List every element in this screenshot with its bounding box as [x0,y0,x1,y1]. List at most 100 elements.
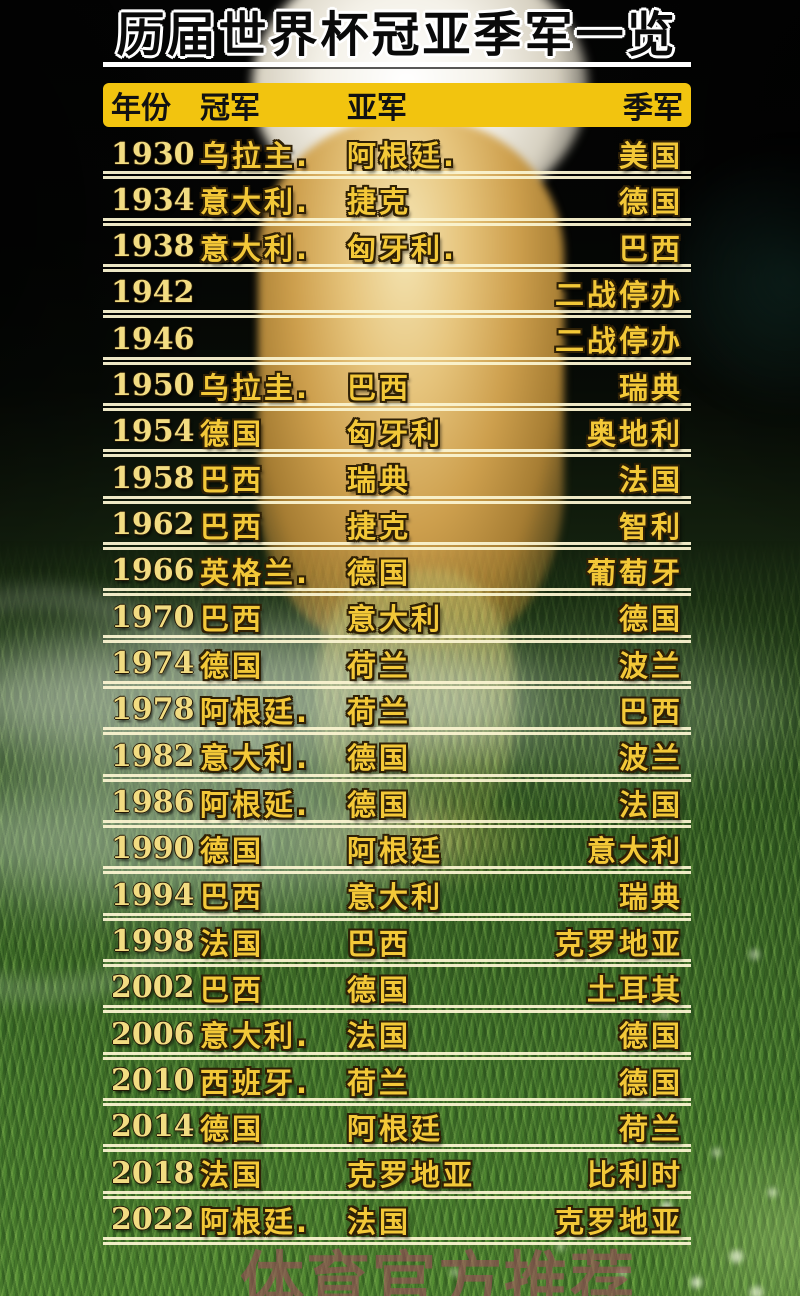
row-third: 法国 [618,787,683,822]
row-runner-up: 荷兰 [347,648,412,683]
row-runner-up: 克罗地亚 [347,1158,476,1193]
row-runner-up: 法国 [347,1019,412,1054]
row-champion: 德国 [200,648,265,683]
row-champion: 意大利. [200,741,311,776]
table-body: 1930 乌拉主. 阿根廷. 美国 1934 意大利. 捷克 德国 1938 意… [103,133,691,1245]
row-champion: 巴西 [200,880,265,915]
row-runner-up: 德国 [347,787,412,822]
row-third: 巴西 [618,231,683,266]
row-runner-up: 德国 [347,741,412,776]
title-underline [103,62,691,67]
row-third: 德国 [618,1065,683,1100]
row-runner-up: 意大利 [347,880,444,915]
row-third: 奥地利 [586,416,683,451]
table-row: 1958 巴西 瑞典 法国 [103,457,691,504]
row-runner-up: 法国 [347,1204,412,1239]
row-year: 1982 [111,738,195,774]
row-champion: 法国 [200,1158,265,1193]
table-row: 1934 意大利. 捷克 德国 [103,179,691,226]
header-runner-up: 亚军 [347,91,407,126]
table-row: 1962 巴西 捷克 智利 [103,504,691,550]
row-champion: 法国 [200,926,265,961]
table-row: 1930 乌拉主. 阿根廷. 美国 [103,133,691,180]
row-third: 土耳其 [586,972,683,1007]
row-year: 1998 [111,924,195,960]
row-third: 德国 [618,1019,683,1054]
row-year: 1990 [111,831,195,867]
row-third: 二战停办 [554,324,683,359]
table-row: 1970 巴西 意大利 德国 [103,596,691,643]
row-champion: 德国 [200,1111,265,1146]
table-row: 1978 阿根廷. 荷兰 巴西 [103,689,691,736]
row-year: 1954 [111,414,195,450]
table-row: 2014 德国 阿根廷 荷兰 [103,1106,691,1153]
row-champion: 巴西 [200,509,265,544]
table-row: 1954 德国 匈牙利 奥地利 [103,411,691,458]
row-champion: 意大利. [200,185,311,220]
row-third: 波兰 [618,741,683,776]
row-third: 葡萄牙 [586,555,683,590]
row-third: 克罗地亚 [554,926,683,961]
row-third: 比利时 [586,1158,683,1193]
row-year: 1962 [111,507,195,543]
table-row: 1950 乌拉圭. 巴西 瑞典 [103,365,691,411]
row-champion: 意大利. [200,1019,311,1054]
row-third: 瑞典 [618,370,683,405]
row-runner-up: 巴西 [347,370,412,405]
row-third: 克罗地亚 [554,1204,683,1239]
row-champion: 巴西 [200,463,265,498]
row-year: 2018 [111,1155,195,1191]
page-title: 历届世界杯冠亚季军一览 [116,7,678,63]
row-year: 1970 [111,599,195,635]
table-row: 1990 德国 阿根廷 意大利 [103,828,691,875]
row-year: 1978 [111,692,195,728]
row-runner-up: 德国 [347,555,412,590]
table-row: 1942 二战停办 [103,272,691,319]
header-year: 年份 [111,91,171,126]
row-year: 1986 [111,785,195,821]
row-year: 1930 [111,136,195,172]
row-champion: 意大利. [200,231,311,266]
row-year: 1946 [111,321,195,357]
table-row: 1974 德国 荷兰 波兰 [103,643,691,689]
row-year: 1958 [111,460,195,496]
row-third: 法国 [618,463,683,498]
table-header: 年份 冠军 亚军 季军 [103,83,691,127]
table-row: 1938 意大利. 匈牙利. 巴西 [103,226,691,272]
table-row: 1966 英格兰. 德国 葡萄牙 [103,550,691,597]
row-runner-up: 意大利 [347,602,444,637]
row-runner-up: 阿根廷. [347,139,458,173]
table-row: 2010 西班牙. 荷兰 德国 [103,1060,691,1106]
row-year: 1942 [111,275,195,311]
row-year: 1938 [111,229,195,265]
row-champion: 阿根延. [200,787,311,822]
row-year: 1974 [111,646,195,682]
row-third: 荷兰 [618,1111,683,1146]
row-third: 波兰 [618,648,683,683]
watermark: 体育官方推荐 [240,1246,636,1296]
table-row: 2006 意大利. 法国 德国 [103,1013,691,1060]
row-champion: 巴西 [200,972,265,1007]
row-year: 1950 [111,368,195,404]
row-year: 1966 [111,553,195,589]
table-row: 1946 二战停办 [103,318,691,365]
row-runner-up: 阿根廷 [347,833,444,868]
row-third: 巴西 [618,694,683,729]
row-year: 2006 [111,1016,195,1052]
row-runner-up: 捷克 [347,509,412,544]
row-runner-up: 匈牙利 [347,416,444,451]
row-champion: 英格兰. [200,555,311,590]
table-row: 2002 巴西 德国 土耳其 [103,967,691,1014]
table-row: 2022 阿根廷. 法国 克罗地亚 [103,1199,691,1245]
row-champion: 西班牙. [200,1065,311,1100]
row-champion: 阿根廷. [200,1204,311,1239]
row-year: 2002 [111,970,195,1006]
table-row: 1994 巴西 意大利 瑞典 [103,874,691,921]
row-runner-up: 荷兰 [347,694,412,729]
row-runner-up: 巴西 [347,926,412,961]
row-champion: 阿根廷. [200,694,311,729]
table-row: 1986 阿根延. 德国 法国 [103,782,691,828]
